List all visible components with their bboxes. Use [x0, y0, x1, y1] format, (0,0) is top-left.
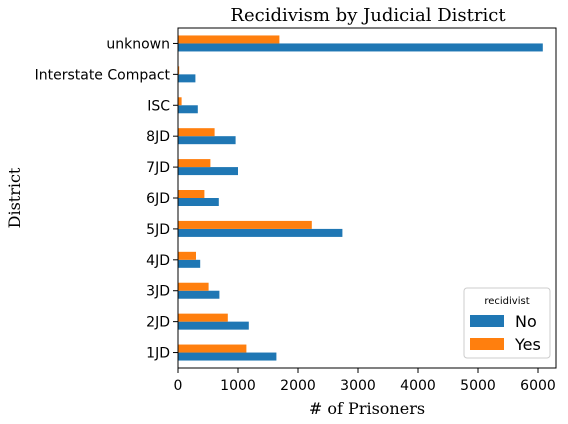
y-tick-label-6jd: 6JD — [146, 191, 170, 207]
x-tick-label-0: 0 — [174, 378, 183, 394]
bar-4jd-no — [178, 259, 201, 268]
x-axis-label: # of Prisoners — [309, 399, 425, 418]
bar-2jd-no — [178, 321, 249, 330]
bar-5jd-yes — [178, 220, 312, 229]
bar-1jd-no — [178, 352, 277, 361]
legend-swatch-yes — [470, 338, 504, 350]
bar-6jd-no — [178, 198, 219, 206]
legend-label-no: No — [515, 312, 537, 331]
y-axis-ticks: 1JD 2JD 3JD 4JD 5JD 6JD 7JD 8JD ISC Interstate Co… — [35, 36, 178, 362]
bar-8jd-no — [178, 136, 236, 145]
y-tick-label-unknown: unknown — [106, 36, 170, 52]
legend: recidivist No Yes — [463, 287, 551, 359]
bar-6jd-yes — [178, 190, 205, 198]
plot-frame — [177, 27, 557, 369]
bar-unknown-yes — [178, 35, 280, 44]
x-tick-label-5000: 5000 — [460, 378, 496, 394]
bars-group — [178, 35, 543, 361]
y-tick-label-isc: ISC — [147, 98, 170, 114]
y-tick-label-5jd: 5JD — [146, 222, 170, 238]
bar-5jd-no — [178, 228, 343, 237]
y-tick-label-4jd: 4JD — [146, 253, 170, 269]
bar-1jd-yes — [178, 344, 247, 353]
chart-title: Recidivism by Judicial District — [230, 5, 506, 26]
y-axis-label: District — [5, 167, 24, 228]
y-tick-label-7jd: 7JD — [146, 160, 170, 176]
x-tick-label-1000: 1000 — [220, 378, 256, 394]
bar-7jd-yes — [178, 159, 211, 168]
bar-7jd-no — [178, 167, 238, 176]
bar-interstate-compact-no — [178, 74, 196, 83]
legend-title: recidivist — [484, 296, 529, 307]
bar-2jd-yes — [178, 313, 228, 322]
x-axis-ticks: 0 1000 2000 3000 4000 5000 6000 — [174, 368, 556, 394]
x-tick-label-6000: 6000 — [520, 378, 556, 394]
bar-8jd-yes — [178, 128, 215, 137]
legend-label-yes: Yes — [514, 335, 541, 354]
bar-interstate-compact-yes — [178, 66, 180, 75]
bar-isc-no — [178, 105, 198, 114]
x-tick-label-2000: 2000 — [280, 378, 316, 394]
y-tick-label-interstate-compact: Interstate Compact — [35, 67, 171, 83]
bar-isc-yes — [178, 97, 182, 106]
y-tick-label-2jd: 2JD — [146, 315, 170, 331]
y-tick-label-8jd: 8JD — [146, 129, 170, 145]
bar-3jd-no — [178, 290, 220, 299]
y-tick-label-3jd: 3JD — [146, 284, 170, 300]
x-tick-label-4000: 4000 — [400, 378, 436, 394]
x-tick-label-3000: 3000 — [340, 378, 376, 394]
bar-unknown-no — [178, 43, 543, 52]
bar-3jd-yes — [178, 282, 209, 291]
legend-swatch-no — [470, 315, 504, 327]
y-tick-label-1jd: 1JD — [146, 346, 170, 362]
bar-4jd-yes — [178, 251, 196, 260]
